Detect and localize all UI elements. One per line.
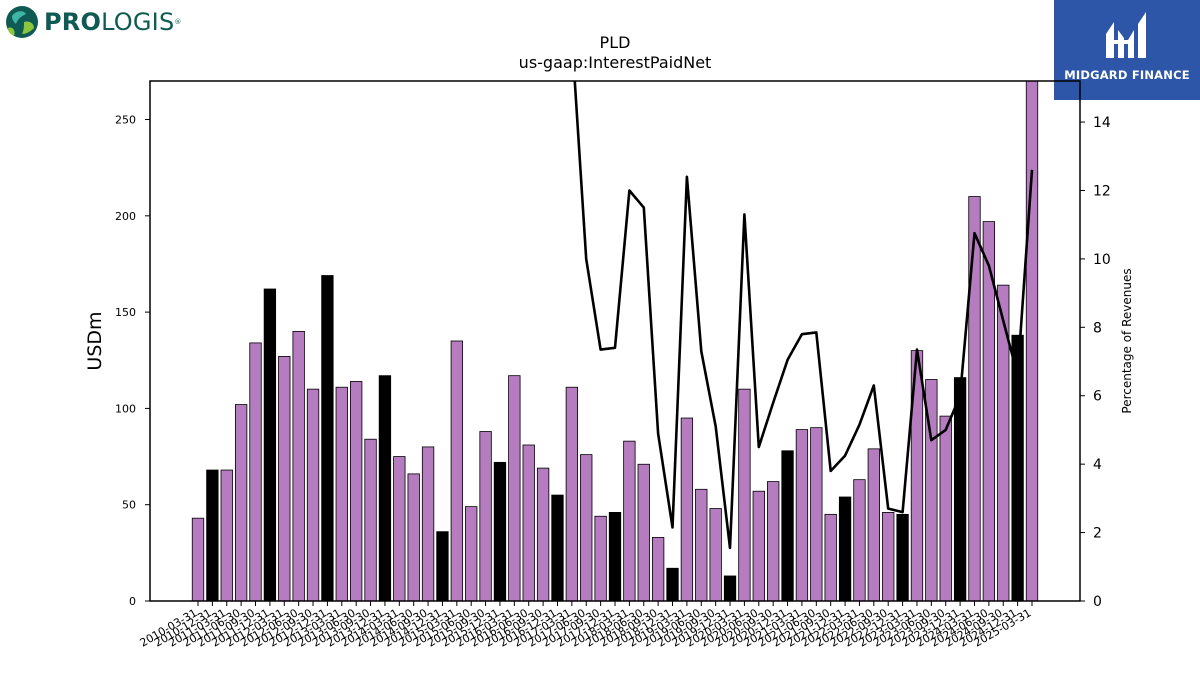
bar (925, 379, 938, 601)
y2-tick-label: 12 (1093, 183, 1111, 199)
bar (1011, 334, 1024, 601)
bar (278, 356, 291, 601)
midgard-finance-logo: MIDGARD FINANCE (1054, 0, 1200, 100)
bar (939, 415, 952, 601)
bar (1025, 81, 1039, 601)
line-series (573, 81, 1034, 550)
bar (838, 496, 852, 601)
y-tick-label: 150 (115, 306, 136, 319)
bar (738, 388, 751, 601)
y2-tick-label: 6 (1093, 389, 1102, 405)
bar (234, 404, 248, 601)
bar (824, 513, 837, 601)
bar (335, 386, 348, 601)
prologis-logo: PROLOGIS® (4, 4, 182, 40)
bar (421, 446, 435, 601)
chart-subtitle: us-gaap:InterestPaidNet (518, 53, 712, 72)
brand-name-light: LOGIS (101, 8, 175, 36)
bar (436, 531, 449, 601)
bar (896, 513, 909, 601)
prologis-globe-icon (6, 6, 38, 38)
bar (249, 342, 262, 601)
bar (695, 488, 708, 601)
bar (968, 196, 981, 601)
bar (637, 463, 650, 601)
bar (508, 375, 521, 601)
bar (407, 473, 420, 601)
percentage-line (573, 81, 1034, 550)
bar (350, 381, 363, 601)
bar (493, 461, 507, 601)
bar (263, 288, 277, 601)
bar (608, 512, 622, 601)
brand-name-bold: PRO (44, 8, 102, 36)
bar (709, 508, 722, 601)
bar (666, 567, 679, 601)
bar (306, 388, 320, 601)
y-tick-label: 100 (115, 402, 136, 415)
bar (321, 275, 334, 601)
bar (465, 506, 478, 601)
bar (364, 438, 377, 601)
bar (767, 481, 780, 601)
bar (982, 221, 996, 601)
bar (781, 450, 794, 601)
bar (551, 494, 564, 601)
bar (191, 517, 205, 601)
bar (623, 440, 636, 601)
y2-tick-label: 8 (1093, 320, 1102, 336)
bar (522, 444, 535, 601)
bar (292, 330, 305, 601)
chart-title: PLD (599, 33, 631, 52)
bar (450, 340, 463, 601)
bar (882, 512, 895, 601)
y2-tick-label: 2 (1093, 526, 1102, 542)
bar (580, 454, 593, 601)
y2-tick-label: 10 (1093, 252, 1111, 268)
bar (953, 377, 967, 601)
registered-mark: ® (174, 18, 182, 26)
y2-axis-label: Percentage of Revenues (1120, 268, 1134, 413)
y2-tick-label: 0 (1093, 594, 1102, 610)
bar (997, 284, 1010, 601)
y-tick-label: 200 (115, 210, 136, 223)
bar (853, 479, 866, 601)
bar (565, 386, 579, 601)
bar (723, 575, 737, 601)
bar (220, 469, 233, 601)
bar (393, 456, 406, 601)
bar (206, 469, 219, 601)
y-tick-label: 250 (115, 114, 136, 127)
y2-tick-label: 14 (1093, 115, 1111, 131)
bar (795, 429, 809, 601)
y-tick-label: 50 (122, 499, 136, 512)
bar (867, 448, 880, 601)
bar (651, 537, 665, 601)
bar (536, 467, 550, 601)
y-axis-label: USDm (84, 311, 106, 370)
bar (479, 431, 492, 601)
y-tick-label: 0 (129, 595, 136, 608)
y2-tick-label: 4 (1093, 457, 1102, 473)
midgard-finance-name: MIDGARD FINANCE (1064, 68, 1190, 82)
bar-series (191, 81, 1039, 601)
bar (752, 490, 765, 601)
bar (810, 427, 823, 601)
midgard-monogram-icon (1106, 12, 1146, 58)
bar (378, 375, 392, 601)
bar (680, 417, 694, 601)
bar (594, 515, 607, 601)
